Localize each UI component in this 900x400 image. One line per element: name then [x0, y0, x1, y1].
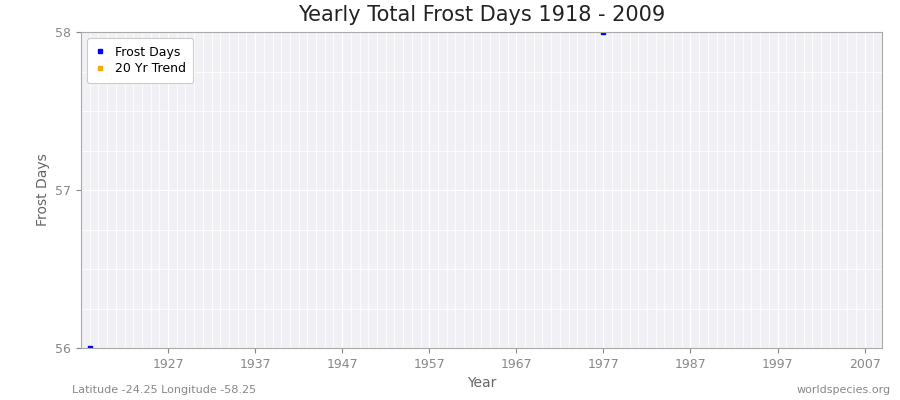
Legend: Frost Days, 20 Yr Trend: Frost Days, 20 Yr Trend [87, 38, 194, 83]
Y-axis label: Frost Days: Frost Days [36, 154, 50, 226]
X-axis label: Year: Year [467, 376, 496, 390]
Title: Yearly Total Frost Days 1918 - 2009: Yearly Total Frost Days 1918 - 2009 [298, 5, 665, 25]
Text: Latitude -24.25 Longitude -58.25: Latitude -24.25 Longitude -58.25 [72, 385, 256, 395]
Text: worldspecies.org: worldspecies.org [796, 385, 891, 395]
